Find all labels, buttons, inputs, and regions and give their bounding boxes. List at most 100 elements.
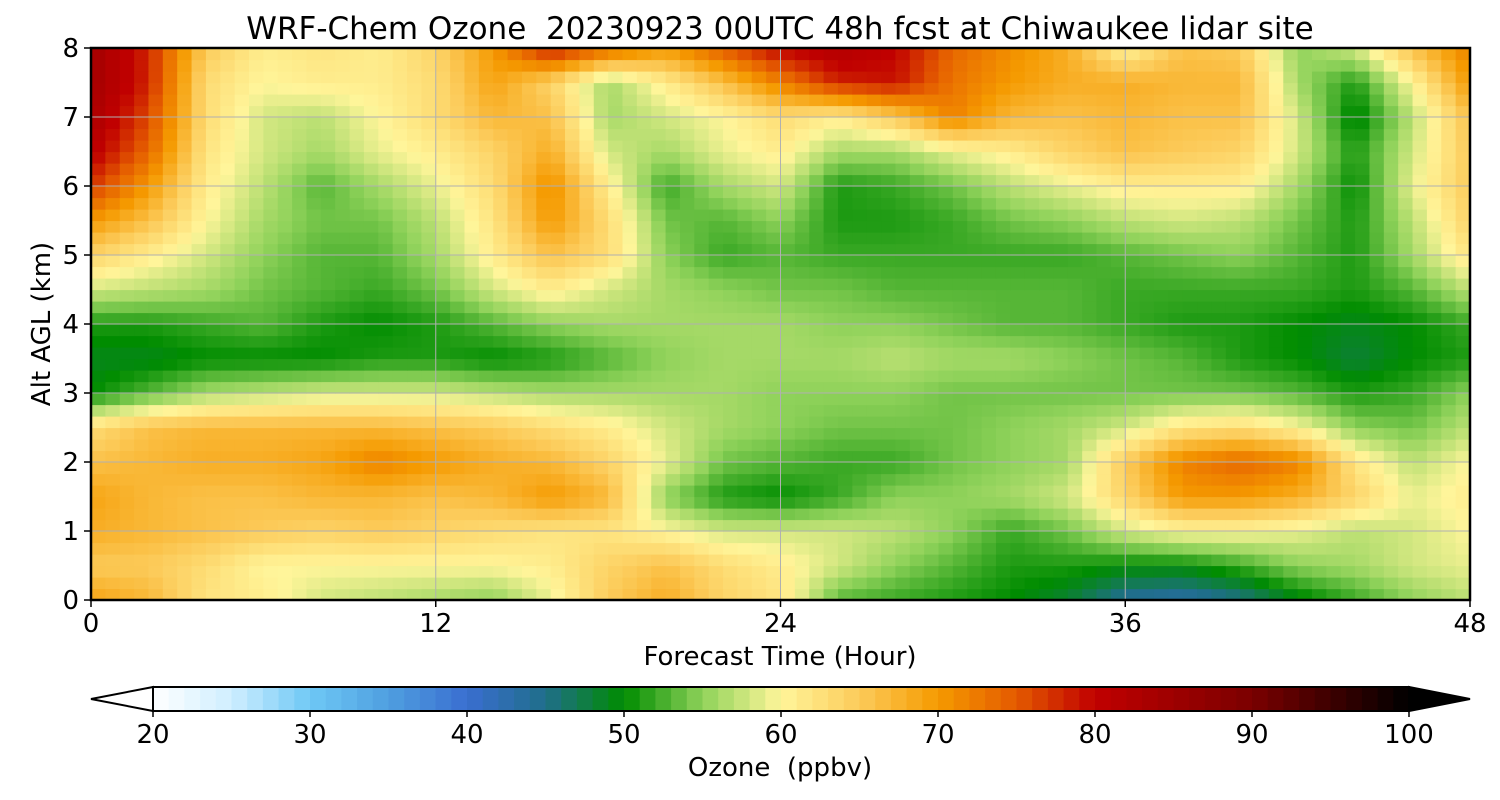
- heatmap-cell: [1125, 450, 1141, 463]
- heatmap-cell: [320, 439, 336, 452]
- heatmap-cell: [909, 416, 925, 429]
- heatmap-cell: [723, 554, 738, 567]
- heatmap-cell: [407, 577, 422, 590]
- heatmap-cell: [1398, 485, 1414, 498]
- heatmap-cell: [320, 209, 336, 222]
- heatmap-cell: [1412, 151, 1428, 164]
- heatmap-cell: [1254, 209, 1270, 222]
- heatmap-cell: [1153, 370, 1169, 383]
- heatmap-cell: [1082, 59, 1098, 72]
- heatmap-cell: [464, 542, 480, 555]
- heatmap-cell: [852, 439, 868, 452]
- heatmap-cell: [593, 174, 609, 187]
- heatmap-cell: [234, 519, 250, 532]
- heatmap-cell: [177, 439, 193, 452]
- heatmap-cell: [1240, 59, 1256, 72]
- heatmap-cell: [952, 381, 968, 394]
- heatmap-cell: [952, 82, 968, 95]
- heatmap-cell: [1441, 358, 1457, 371]
- heatmap-cell: [636, 128, 652, 141]
- heatmap-cell: [1297, 174, 1313, 187]
- heatmap-cell: [134, 174, 150, 187]
- heatmap-cell: [823, 473, 839, 486]
- heatmap-cell: [751, 370, 767, 383]
- heatmap-cell: [1426, 358, 1442, 371]
- heatmap-cell: [794, 312, 810, 325]
- heatmap-cell: [766, 82, 782, 95]
- heatmap-cell: [205, 439, 221, 452]
- heatmap-cell: [507, 151, 523, 164]
- heatmap-cell: [421, 197, 437, 210]
- heatmap-cell: [622, 485, 638, 498]
- heatmap-cell: [1283, 542, 1299, 555]
- heatmap-cell: [751, 301, 767, 314]
- heatmap-cell: [1369, 197, 1385, 210]
- heatmap-cell: [909, 255, 925, 268]
- heatmap-cell: [1441, 393, 1457, 406]
- heatmap-cell: [1311, 289, 1327, 302]
- heatmap-cell: [909, 531, 925, 544]
- heatmap-cell: [493, 59, 509, 72]
- heatmap-cell: [780, 243, 796, 256]
- heatmap-cell: [162, 186, 178, 199]
- heatmap-cell: [780, 197, 796, 210]
- heatmap-cell: [1182, 347, 1198, 360]
- heatmap-cell: [794, 301, 810, 314]
- heatmap-cell: [651, 174, 667, 187]
- colorbar-segment: [1110, 687, 1127, 711]
- heatmap-cell: [694, 301, 710, 314]
- heatmap-cell: [292, 59, 308, 72]
- heatmap-cell: [1254, 496, 1270, 509]
- heatmap-cell: [1168, 71, 1184, 84]
- heatmap-cell: [1268, 209, 1284, 222]
- heatmap-cell: [780, 301, 796, 314]
- heatmap-cell: [148, 439, 164, 452]
- heatmap-cell: [608, 82, 624, 95]
- heatmap-cell: [1096, 335, 1112, 348]
- heatmap-cell: [162, 174, 178, 187]
- heatmap-cell: [924, 335, 940, 348]
- heatmap-cell: [1110, 48, 1126, 61]
- heatmap-cell: [1053, 255, 1069, 268]
- heatmap-cell: [924, 209, 940, 222]
- heatmap-cell: [608, 404, 624, 417]
- colorbar-segment: [624, 687, 641, 711]
- heatmap-cell: [751, 140, 767, 153]
- heatmap-cell: [895, 151, 911, 164]
- heatmap-cell: [407, 485, 422, 498]
- heatmap-cell: [1383, 128, 1399, 141]
- heatmap-cell: [608, 358, 624, 371]
- heatmap-cell: [1039, 542, 1055, 555]
- heatmap-cell: [105, 140, 121, 153]
- heatmap-cell: [234, 105, 250, 118]
- heatmap-cell: [1326, 485, 1342, 498]
- heatmap-cell: [1182, 370, 1198, 383]
- heatmap-cell: [1268, 220, 1284, 233]
- colorbar: 20 30 40 50 60 70 80 90 100 Ozone (ppbv): [90, 685, 1471, 783]
- heatmap-cell: [938, 209, 954, 222]
- heatmap-cell: [435, 186, 451, 199]
- heatmap-cell: [1168, 128, 1184, 141]
- heatmap-cell: [249, 404, 264, 417]
- heatmap-cell: [1412, 508, 1428, 521]
- heatmap-cell: [1268, 393, 1284, 406]
- heatmap-cell: [1024, 542, 1040, 555]
- colorbar-tick-label: 80: [1078, 720, 1111, 750]
- heatmap-cell: [148, 82, 164, 95]
- heatmap-cell: [608, 588, 624, 600]
- heatmap-cell: [1082, 370, 1098, 383]
- heatmap-cell: [263, 128, 279, 141]
- heatmap-cell: [895, 255, 911, 268]
- heatmap-cell: [1125, 71, 1141, 84]
- heatmap-cell: [1024, 105, 1040, 118]
- heatmap-cell: [1383, 519, 1399, 532]
- heatmap-cell: [363, 48, 379, 61]
- heatmap-cell: [1039, 48, 1055, 61]
- heatmap-cell: [1340, 278, 1356, 291]
- heatmap-cell: [565, 508, 580, 521]
- heatmap-cell: [1197, 381, 1213, 394]
- heatmap-cell: [593, 59, 609, 72]
- heatmap-cell: [277, 255, 293, 268]
- heatmap-cell: [191, 232, 207, 245]
- heatmap-cell: [766, 186, 782, 199]
